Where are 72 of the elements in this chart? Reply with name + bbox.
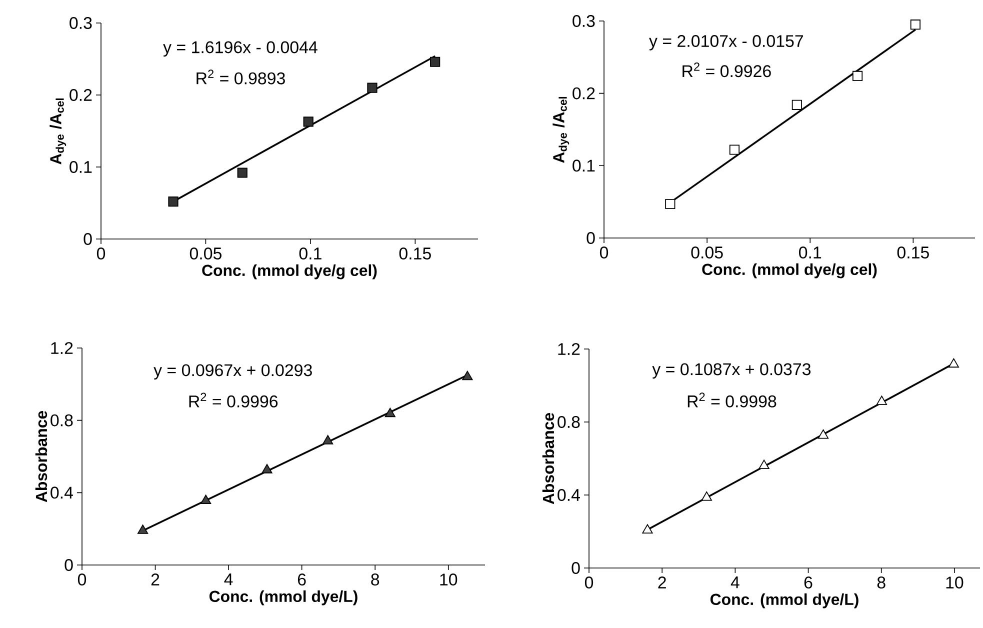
x-tick-label: 4 — [224, 574, 233, 586]
y-tick-label: 0.8 — [558, 416, 580, 428]
x-tick-label: 8 — [877, 576, 886, 589]
annotation: y = 2.0107x - 0.0157 — [649, 35, 804, 50]
point — [792, 100, 802, 110]
point — [384, 408, 396, 418]
point — [852, 70, 863, 82]
point — [262, 464, 272, 474]
annotation: y = 0.1087x + 0.0373 — [652, 363, 811, 379]
point — [237, 168, 248, 178]
y-tick-label: 0 — [84, 233, 92, 245]
x-tick-label: 8 — [371, 574, 380, 586]
y-tick-label: 0 — [572, 562, 580, 574]
x-tick-label: 0 — [600, 246, 608, 259]
y-axis-title: A$_{dye}$ /A$_{cel}$ — [552, 96, 570, 163]
x-axis-title: Conc. (mmol dye/L) — [209, 590, 358, 606]
point — [818, 429, 829, 439]
x-axis-title: Conc. (mmol dye/g cel) — [202, 264, 377, 280]
y-tick-label: 0.3 — [70, 17, 92, 29]
point — [729, 144, 740, 155]
point — [665, 198, 676, 210]
point — [200, 494, 212, 504]
x-axis-title: Conc. (mmol dye/L) — [710, 593, 858, 608]
x-tick-label: 0.15 — [897, 246, 929, 259]
point — [367, 82, 378, 93]
point — [462, 370, 473, 380]
annotation: y = 1.6196x - 0.0044 — [163, 41, 318, 57]
x-tick-label: 6 — [298, 574, 306, 586]
point — [758, 460, 770, 470]
point — [642, 524, 653, 534]
x-tick-label: 0.1 — [299, 248, 322, 260]
x-tick-label: 0.05 — [691, 246, 723, 259]
y-tick-label: 0.8 — [50, 414, 73, 426]
point — [910, 20, 920, 30]
y-axis-title: A$_{dye}$ /A$_{cel}$ — [50, 98, 66, 164]
x-tick-label: 2 — [151, 574, 160, 586]
y-tick-label: 0.4 — [558, 489, 580, 501]
y-tick-label: 0 — [586, 232, 595, 244]
point — [303, 116, 314, 127]
x-tick-label: 0.05 — [190, 248, 222, 260]
y-tick-label: 0.2 — [572, 87, 595, 100]
point — [701, 492, 712, 501]
y-tick-label: 0.2 — [70, 89, 92, 101]
x-tick-label: 10 — [440, 574, 458, 586]
y-tick-label: 0 — [64, 559, 73, 571]
annotation: y = 0.0967x + 0.0293 — [154, 364, 312, 380]
y-tick-label: 1.2 — [51, 342, 73, 354]
x-tick-label: 0.15 — [399, 248, 431, 260]
point — [168, 196, 178, 207]
annotation: R$^{2}$ = 0.9998 — [688, 392, 776, 408]
y-tick-label: 0.4 — [50, 486, 73, 499]
y-tick-label: 1.2 — [558, 343, 580, 355]
annotation: R$^{2}$ = 0.9996 — [189, 392, 278, 408]
annotation: R$^{2}$ = 0.9893 — [196, 70, 285, 84]
x-tick-label: 0 — [96, 248, 106, 260]
point — [876, 396, 888, 405]
annotation: R$^{2}$ = 0.9926 — [682, 62, 771, 78]
point — [430, 56, 440, 67]
y-tick-label: 0.1 — [572, 160, 595, 172]
x-tick-label: 6 — [804, 576, 812, 589]
point — [138, 524, 148, 534]
x-tick-label: 2 — [658, 576, 666, 588]
y-axis-title: Absorbance — [542, 412, 554, 504]
point — [948, 358, 959, 368]
y-axis-title: Absorbance — [35, 410, 48, 502]
y-tick-label: 0.1 — [70, 161, 92, 173]
x-tick-label: 0.1 — [799, 246, 822, 259]
x-axis-title: Conc. (mmol dye/g cel) — [702, 263, 877, 278]
point — [322, 435, 334, 444]
y-tick-label: 0.3 — [572, 14, 595, 27]
x-tick-label: 10 — [946, 576, 964, 589]
x-tick-label: 4 — [730, 576, 740, 588]
